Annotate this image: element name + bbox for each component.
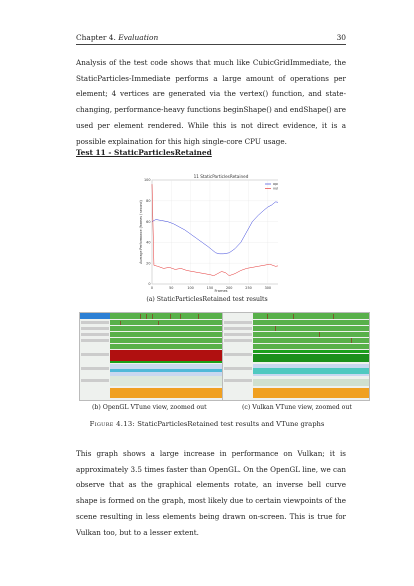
running-header: Chapter 4. Evaluation 30: [76, 33, 346, 45]
series-line-vulkan: [151, 184, 278, 276]
paragraph-1: Analysis of the test code shows that muc…: [76, 58, 346, 146]
y-tick-label: 0: [148, 282, 150, 286]
chart-title: 11 StaticParticlesRetained: [194, 174, 249, 179]
legend-label-opengl: opengl: [273, 182, 278, 186]
x-tick-label: 250: [245, 286, 251, 290]
section-heading: Test 11 - StaticParticlesRetained: [76, 148, 212, 157]
header-rule: [76, 44, 346, 45]
x-tick-label: 150: [207, 286, 213, 290]
y-tick-label: 100: [144, 178, 150, 182]
x-tick-label: 300: [265, 286, 271, 290]
y-tick-label: 40: [146, 241, 150, 245]
y-tick-label: 80: [146, 199, 150, 203]
y-axis-label: Average Performance (frames / second): [139, 200, 143, 263]
plot-area: [151, 179, 278, 285]
figure-caption: Figure 4.13: StaticParticlesRetained tes…: [0, 420, 414, 428]
figure-label: Figure 4.13:: [89, 420, 136, 428]
vulkan-vtune-screenshot: [222, 312, 370, 401]
y-tick-label: 20: [146, 261, 150, 265]
series-line-opengl: [151, 201, 278, 255]
x-tick-label: 100: [187, 286, 193, 290]
series-lines: [151, 184, 278, 276]
chapter-label: Chapter 4. Evaluation: [76, 33, 159, 42]
caption-a: (a) StaticParticlesRetained test results: [146, 296, 268, 303]
x-tick-label: 0: [151, 286, 153, 290]
opengl-vtune-screenshot: [79, 312, 227, 401]
x-tick-label: 50: [169, 286, 173, 290]
y-tick-labels: 0 20 40 60 80 100: [144, 178, 150, 286]
paragraph-2: This graph shows a large increase in per…: [76, 449, 346, 537]
chart-grid: [151, 179, 278, 285]
caption-c: (c) Vulkan VTune view, zoomed out: [242, 404, 352, 411]
page-number: 30: [336, 33, 346, 42]
x-tick-label: 200: [226, 286, 232, 290]
figure-caption-text: StaticParticlesRetained test results and…: [137, 420, 325, 428]
x-tick-labels: 050100150200250300350: [151, 286, 271, 290]
chapter-title: Evaluation: [118, 33, 159, 42]
legend-label-vulkan: vulkan: [273, 187, 278, 191]
y-tick-label: 60: [146, 220, 150, 224]
chart-legend: openglvulkan: [265, 182, 278, 191]
caption-b: (b) OpenGL VTune view, zoomed out: [92, 404, 207, 411]
x-axis-label: Frames: [214, 289, 227, 293]
line-chart: 11 StaticParticlesRetained 0 50 100 150 200 2…: [139, 174, 278, 293]
